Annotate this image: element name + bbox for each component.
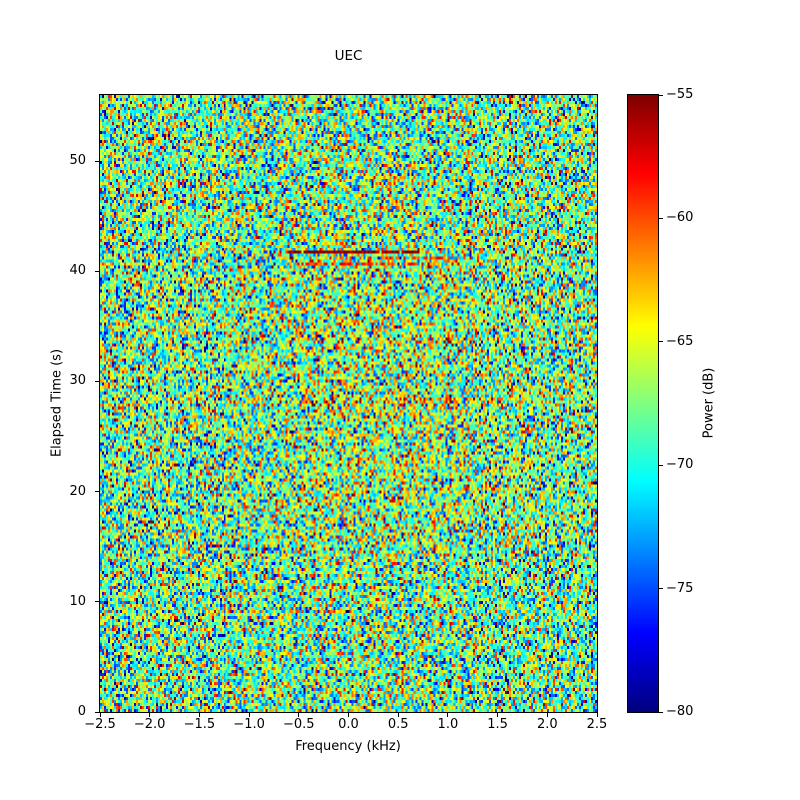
- y-tick-label: 50: [69, 153, 86, 169]
- colorbar-tick-label: −70: [666, 457, 694, 473]
- colorbar-tick-label: −55: [666, 87, 694, 102]
- y-tick-label: 20: [69, 483, 86, 499]
- colorbar-label: Power (dB): [701, 367, 717, 439]
- x-tick-mark: [298, 713, 300, 717]
- x-tick-label: −2.5: [84, 717, 116, 732]
- colorbar-tick-mark: [659, 588, 663, 590]
- x-tick-mark: [447, 713, 449, 717]
- colorbar-tick-label: −75: [666, 580, 694, 596]
- x-axis-label: Frequency (kHz): [295, 739, 401, 754]
- colorbar-tick-mark: [659, 94, 663, 96]
- y-tick-mark: [95, 270, 99, 272]
- colorbar-tick-mark: [659, 711, 663, 713]
- spectrogram-plot-area: [99, 94, 598, 713]
- x-tick-mark: [248, 713, 250, 717]
- x-tick-mark: [198, 713, 200, 717]
- colorbar-tick-label: −65: [666, 333, 694, 349]
- y-tick-label: 30: [69, 373, 86, 389]
- x-tick-mark: [348, 713, 349, 717]
- chart-title: UEC: [334, 48, 363, 64]
- y-tick-label: 10: [69, 593, 86, 609]
- x-tick-label: 1.0: [437, 717, 459, 732]
- colorbar-gradient-canvas: [628, 95, 658, 712]
- spectrogram-heatmap-canvas: [100, 95, 597, 712]
- x-tick-label: −0.5: [283, 717, 315, 732]
- colorbar-tick-mark: [659, 464, 663, 466]
- x-tick-mark: [497, 713, 499, 717]
- x-tick-label: 1.5: [487, 717, 508, 732]
- x-tick-label: 2.5: [586, 717, 608, 732]
- colorbar-tick-mark: [659, 341, 663, 343]
- x-tick-label: 0.5: [387, 717, 409, 732]
- y-tick-mark: [95, 711, 99, 713]
- x-tick-mark: [149, 713, 151, 717]
- y-tick-mark: [95, 491, 99, 493]
- colorbar: [627, 94, 659, 713]
- colorbar-tick-label: −60: [666, 210, 694, 226]
- y-tick-mark: [95, 160, 99, 162]
- y-tick-mark: [95, 601, 99, 603]
- y-tick-label: 40: [69, 263, 86, 279]
- x-tick-mark: [397, 713, 399, 717]
- y-tick-label: 0: [77, 704, 86, 719]
- x-tick-label: −2.0: [133, 717, 166, 732]
- colorbar-tick-mark: [659, 217, 663, 219]
- x-tick-label: −1.5: [183, 717, 216, 732]
- x-tick-label: −1.0: [233, 717, 265, 732]
- x-tick-mark: [546, 713, 548, 717]
- x-tick-mark: [596, 713, 598, 717]
- x-tick-label: 0.0: [338, 717, 359, 732]
- y-axis-label: Elapsed Time (s): [49, 348, 65, 458]
- x-tick-mark: [99, 713, 101, 717]
- colorbar-tick-label: −80: [666, 704, 694, 719]
- y-tick-mark: [95, 380, 99, 382]
- x-tick-label: 2.0: [536, 717, 558, 732]
